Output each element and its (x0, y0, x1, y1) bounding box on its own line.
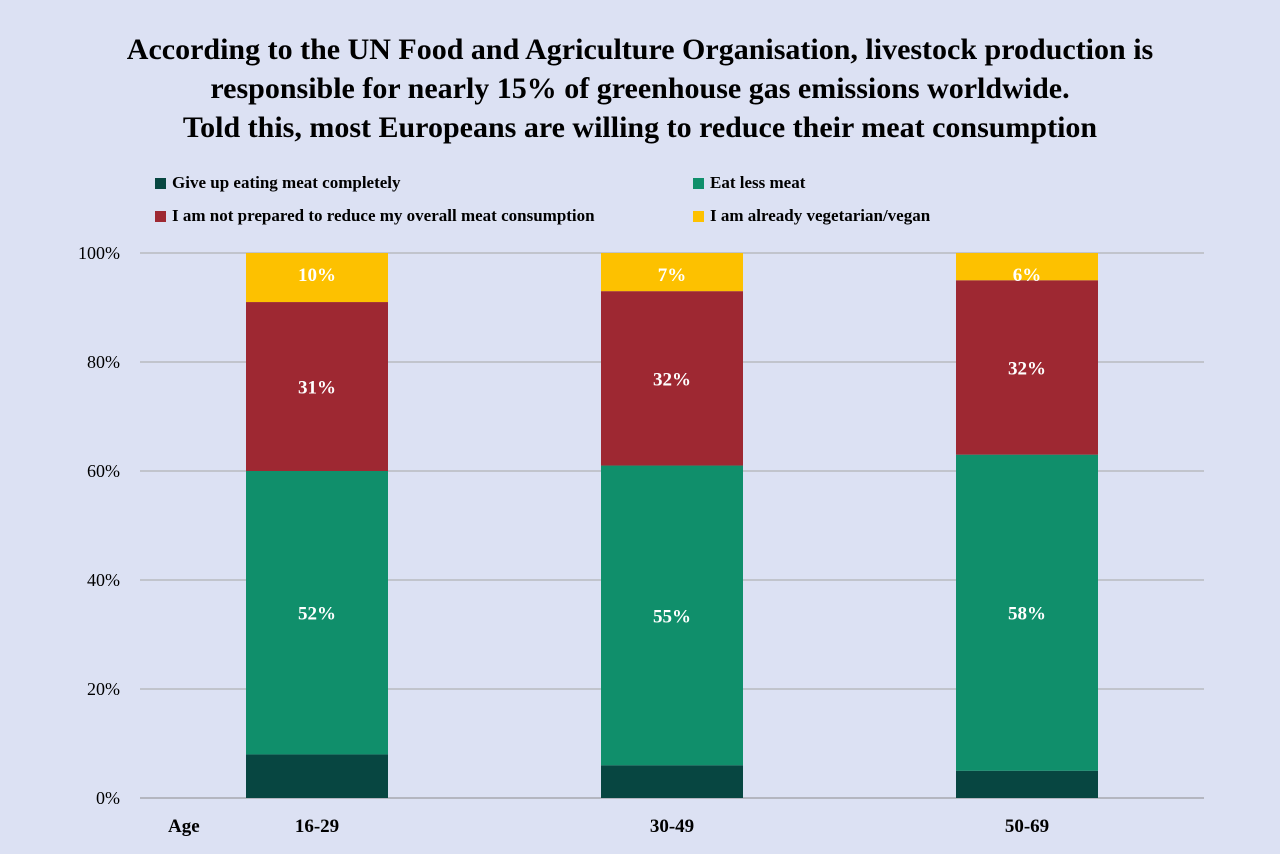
data-label: 7% (658, 265, 687, 286)
legend-label: I am not prepared to reduce my overall m… (172, 206, 595, 225)
bar-segment (246, 754, 388, 798)
data-label: 31% (298, 378, 336, 399)
y-tick-label: 100% (78, 243, 120, 263)
bar-segment (601, 765, 743, 798)
data-label: 32% (1008, 358, 1046, 379)
data-label: 55% (653, 606, 691, 627)
y-tick-label: 20% (87, 679, 120, 699)
legend-swatch (693, 210, 704, 222)
bar-segment (246, 471, 388, 755)
legend-item-not-prepared: I am not prepared to reduce my overall m… (155, 206, 595, 226)
bar-segment (246, 302, 388, 471)
y-tick-label: 40% (87, 570, 120, 590)
bar-segment (956, 454, 1098, 771)
y-tick-label: 0% (96, 788, 120, 808)
data-label: 32% (653, 369, 691, 390)
data-label: 10% (298, 265, 336, 286)
legend-swatch (155, 210, 166, 222)
bar-segment (246, 253, 388, 303)
y-tick-label: 60% (87, 461, 120, 481)
data-label: 6% (1013, 265, 1042, 286)
chart-title-line: responsible for nearly 15% of greenhouse… (210, 72, 1070, 105)
bar-segment (601, 465, 743, 766)
data-label: 52% (298, 604, 336, 625)
chart-title: According to the UN Food and Agriculture… (0, 30, 1280, 147)
bar-segment (956, 253, 1098, 281)
legend-swatch (693, 177, 704, 189)
legend-item-give-up: Give up eating meat completely (155, 173, 401, 193)
legend-label: I am already vegetarian/vegan (710, 206, 931, 225)
legend-item-eat-less: Eat less meat (693, 173, 805, 193)
legend-label: Give up eating meat completely (172, 173, 401, 192)
legend-item-vegetarian: I am already vegetarian/vegan (693, 206, 930, 226)
x-axis-label: Age (168, 816, 200, 837)
bar-segment (956, 770, 1098, 798)
y-tick-label: 80% (87, 352, 120, 372)
bar-segment (601, 253, 743, 292)
bar-segment (956, 280, 1098, 455)
x-tick-label: 16-29 (295, 816, 339, 837)
chart-title-line: Told this, most Europeans are willing to… (182, 111, 1098, 144)
bar-segment (601, 291, 743, 466)
legend-swatch (155, 177, 166, 189)
legend-label: Eat less meat (710, 173, 806, 192)
x-tick-label: 30-49 (650, 816, 694, 837)
data-label: 58% (1008, 604, 1046, 625)
x-tick-label: 50-69 (1005, 816, 1049, 837)
chart-title-line: According to the UN Food and Agriculture… (126, 33, 1154, 66)
